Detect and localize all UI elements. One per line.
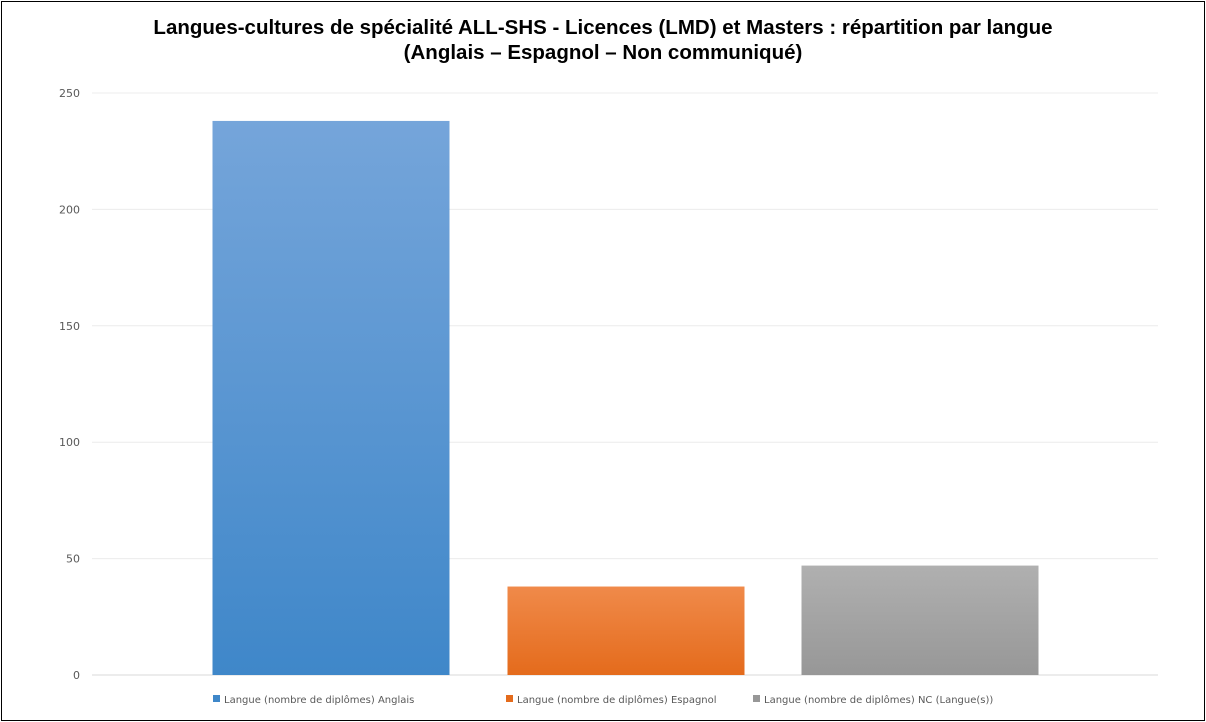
bar-1 <box>507 586 745 675</box>
y-tick-label: 100 <box>59 436 80 449</box>
y-tick-label: 200 <box>59 203 80 216</box>
bar-0 <box>212 120 450 676</box>
bar-2 <box>801 565 1039 675</box>
legend-label: Langue (nombre de diplômes) Anglais <box>224 694 414 706</box>
legend: Langue (nombre de diplômes) Anglais Langu… <box>213 694 993 706</box>
y-tick-label: 250 <box>59 87 80 100</box>
legend-label: Langue (nombre de diplômes) Espagnol <box>517 694 717 706</box>
y-tick-label: 150 <box>59 320 80 333</box>
chart-title: Langues-cultures de spécialité ALL-SHS -… <box>153 16 1053 39</box>
legend-swatch <box>753 695 760 702</box>
legend-label: Langue (nombre de diplômes) NC (Langue(s… <box>764 694 993 706</box>
y-tick-label: 50 <box>66 553 80 566</box>
chart-subtitle: (Anglais – Espagnol – Non communiqué) <box>403 41 803 64</box>
legend-swatch <box>506 695 513 702</box>
legend-swatch <box>213 695 220 702</box>
y-axis-ticks: 0 50 100 150 200 250 <box>59 87 80 682</box>
y-tick-label: 0 <box>73 669 80 682</box>
chart-title-block: Langues-cultures de spécialité ALL-SHS -… <box>0 15 1206 65</box>
bars <box>212 120 1039 676</box>
